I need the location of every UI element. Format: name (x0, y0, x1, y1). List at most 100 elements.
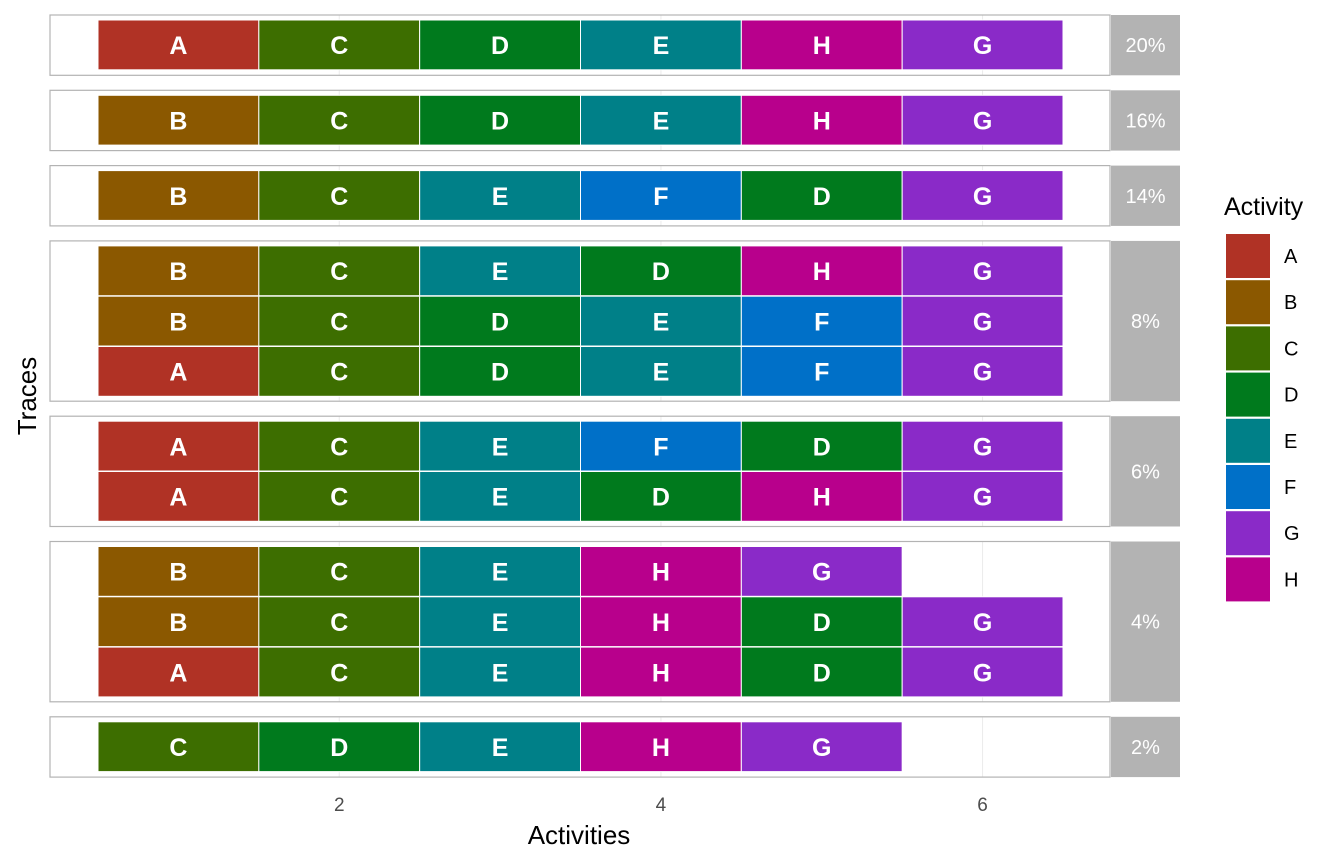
legend-key (1226, 418, 1270, 463)
trace-cell (258, 596, 421, 648)
trace-cell (740, 420, 903, 472)
facet-strip-label: 8% (1131, 311, 1160, 333)
facet-panel-7: C D E H G 2% (49, 716, 1180, 778)
trace-cell-label: H (813, 32, 831, 60)
y-axis-title: Traces (12, 357, 42, 436)
facet-strip-label: 2% (1131, 737, 1160, 759)
legend-label: B (1284, 292, 1297, 314)
trace-cell (419, 471, 581, 522)
trace-cell-label: C (330, 609, 348, 637)
trace-cell (419, 420, 581, 472)
trace-cell (97, 546, 260, 597)
trace-cell (901, 346, 1064, 397)
trace-cell-label: B (169, 183, 187, 211)
trace-cell (740, 346, 903, 397)
trace-cell (901, 170, 1064, 221)
trace-cell-label: F (653, 433, 668, 461)
trace-cell (580, 346, 742, 397)
trace-cell (740, 646, 903, 698)
legend-label: G (1284, 523, 1300, 545)
facet-strip-label: 6% (1131, 461, 1160, 483)
panel-border (49, 240, 1111, 402)
trace-cell-label: G (973, 258, 992, 286)
trace-cell-label: D (491, 359, 509, 387)
trace-cell (97, 346, 260, 397)
trace-cell (740, 546, 903, 597)
trace-cell (97, 19, 260, 71)
facet-strip-label: 16% (1125, 110, 1165, 132)
trace-cell (97, 245, 260, 297)
facet-panel-2: B C D E H G 16% (49, 89, 1180, 152)
legend-key (1226, 511, 1270, 556)
trace-cell-label: D (813, 183, 831, 211)
trace-cell (258, 471, 421, 522)
trace-cell (258, 721, 421, 773)
trace-cell-label: B (169, 308, 187, 336)
legend-label: A (1284, 246, 1298, 268)
trace-cell-label: C (330, 659, 348, 687)
panel-border (49, 716, 1111, 778)
trace-cell (419, 346, 581, 397)
facet-strip (1111, 240, 1180, 402)
trace-cell (97, 471, 260, 522)
x-axis-title: Activities (528, 820, 631, 850)
trace-cell-label: H (652, 659, 670, 687)
trace-cell (419, 245, 581, 297)
trace-cell (580, 721, 742, 773)
trace-cell-label: H (652, 559, 670, 587)
trace-cell-label: C (330, 359, 348, 387)
facet-strip (1111, 716, 1180, 778)
trace-cell (97, 721, 260, 773)
x-tick-label: 2 (334, 795, 345, 816)
facet-strip-label: 4% (1131, 612, 1160, 634)
trace-cell (740, 94, 903, 146)
trace-cell-label: G (973, 107, 992, 135)
facet-panel-5: A C E F D GA C E D H G6% (49, 415, 1180, 528)
trace-cell-label: A (169, 484, 187, 512)
legend-key (1226, 372, 1270, 417)
facet-panel-1: A C D E H G 20% (49, 14, 1180, 76)
facet-panel-6: B C E H GB C E H D GA C E H D G4% (49, 540, 1180, 703)
trace-cell (740, 471, 903, 522)
trace-cell-label: C (330, 183, 348, 211)
trace-cell (740, 170, 903, 221)
trace-cell (258, 245, 421, 297)
legend-key (1226, 326, 1270, 371)
trace-cell (258, 420, 421, 472)
trace-cell (901, 245, 1064, 297)
trace-cell-label: G (973, 433, 992, 461)
trace-cell (901, 646, 1064, 698)
trace-cell-label: D (330, 734, 348, 762)
facet-strip-label: 14% (1125, 186, 1165, 208)
trace-cell-label: E (492, 734, 509, 762)
trace-cell-label: B (169, 258, 187, 286)
trace-cell-label: A (169, 359, 187, 387)
trace-cell-label: G (812, 559, 831, 587)
trace-cell-label: G (973, 659, 992, 687)
trace-cell (97, 646, 260, 698)
trace-cell-label: E (653, 359, 670, 387)
trace-cell-label: E (492, 559, 509, 587)
trace-cell-label: E (492, 183, 509, 211)
facet-strip-label: 20% (1125, 35, 1165, 57)
trace-cell (901, 295, 1064, 347)
trace-cell (901, 471, 1064, 522)
trace-cell-label: D (491, 107, 509, 135)
trace-cell-label: C (330, 308, 348, 336)
trace-cell-label: B (169, 609, 187, 637)
trace-cell (901, 94, 1064, 146)
trace-cell-label: F (814, 359, 829, 387)
trace-cell (901, 19, 1064, 71)
trace-cell (740, 19, 903, 71)
trace-cell-label: C (330, 258, 348, 286)
trace-cell-label: D (813, 433, 831, 461)
trace-cell-label: H (652, 734, 670, 762)
trace-cell-label: C (330, 559, 348, 587)
legend: Activity A B C D E F G H (1224, 193, 1304, 602)
legend-key (1226, 280, 1270, 325)
panel-border (49, 14, 1111, 76)
trace-cell-label: E (653, 107, 670, 135)
trace-cell-label: D (491, 308, 509, 336)
trace-cell (258, 170, 421, 221)
